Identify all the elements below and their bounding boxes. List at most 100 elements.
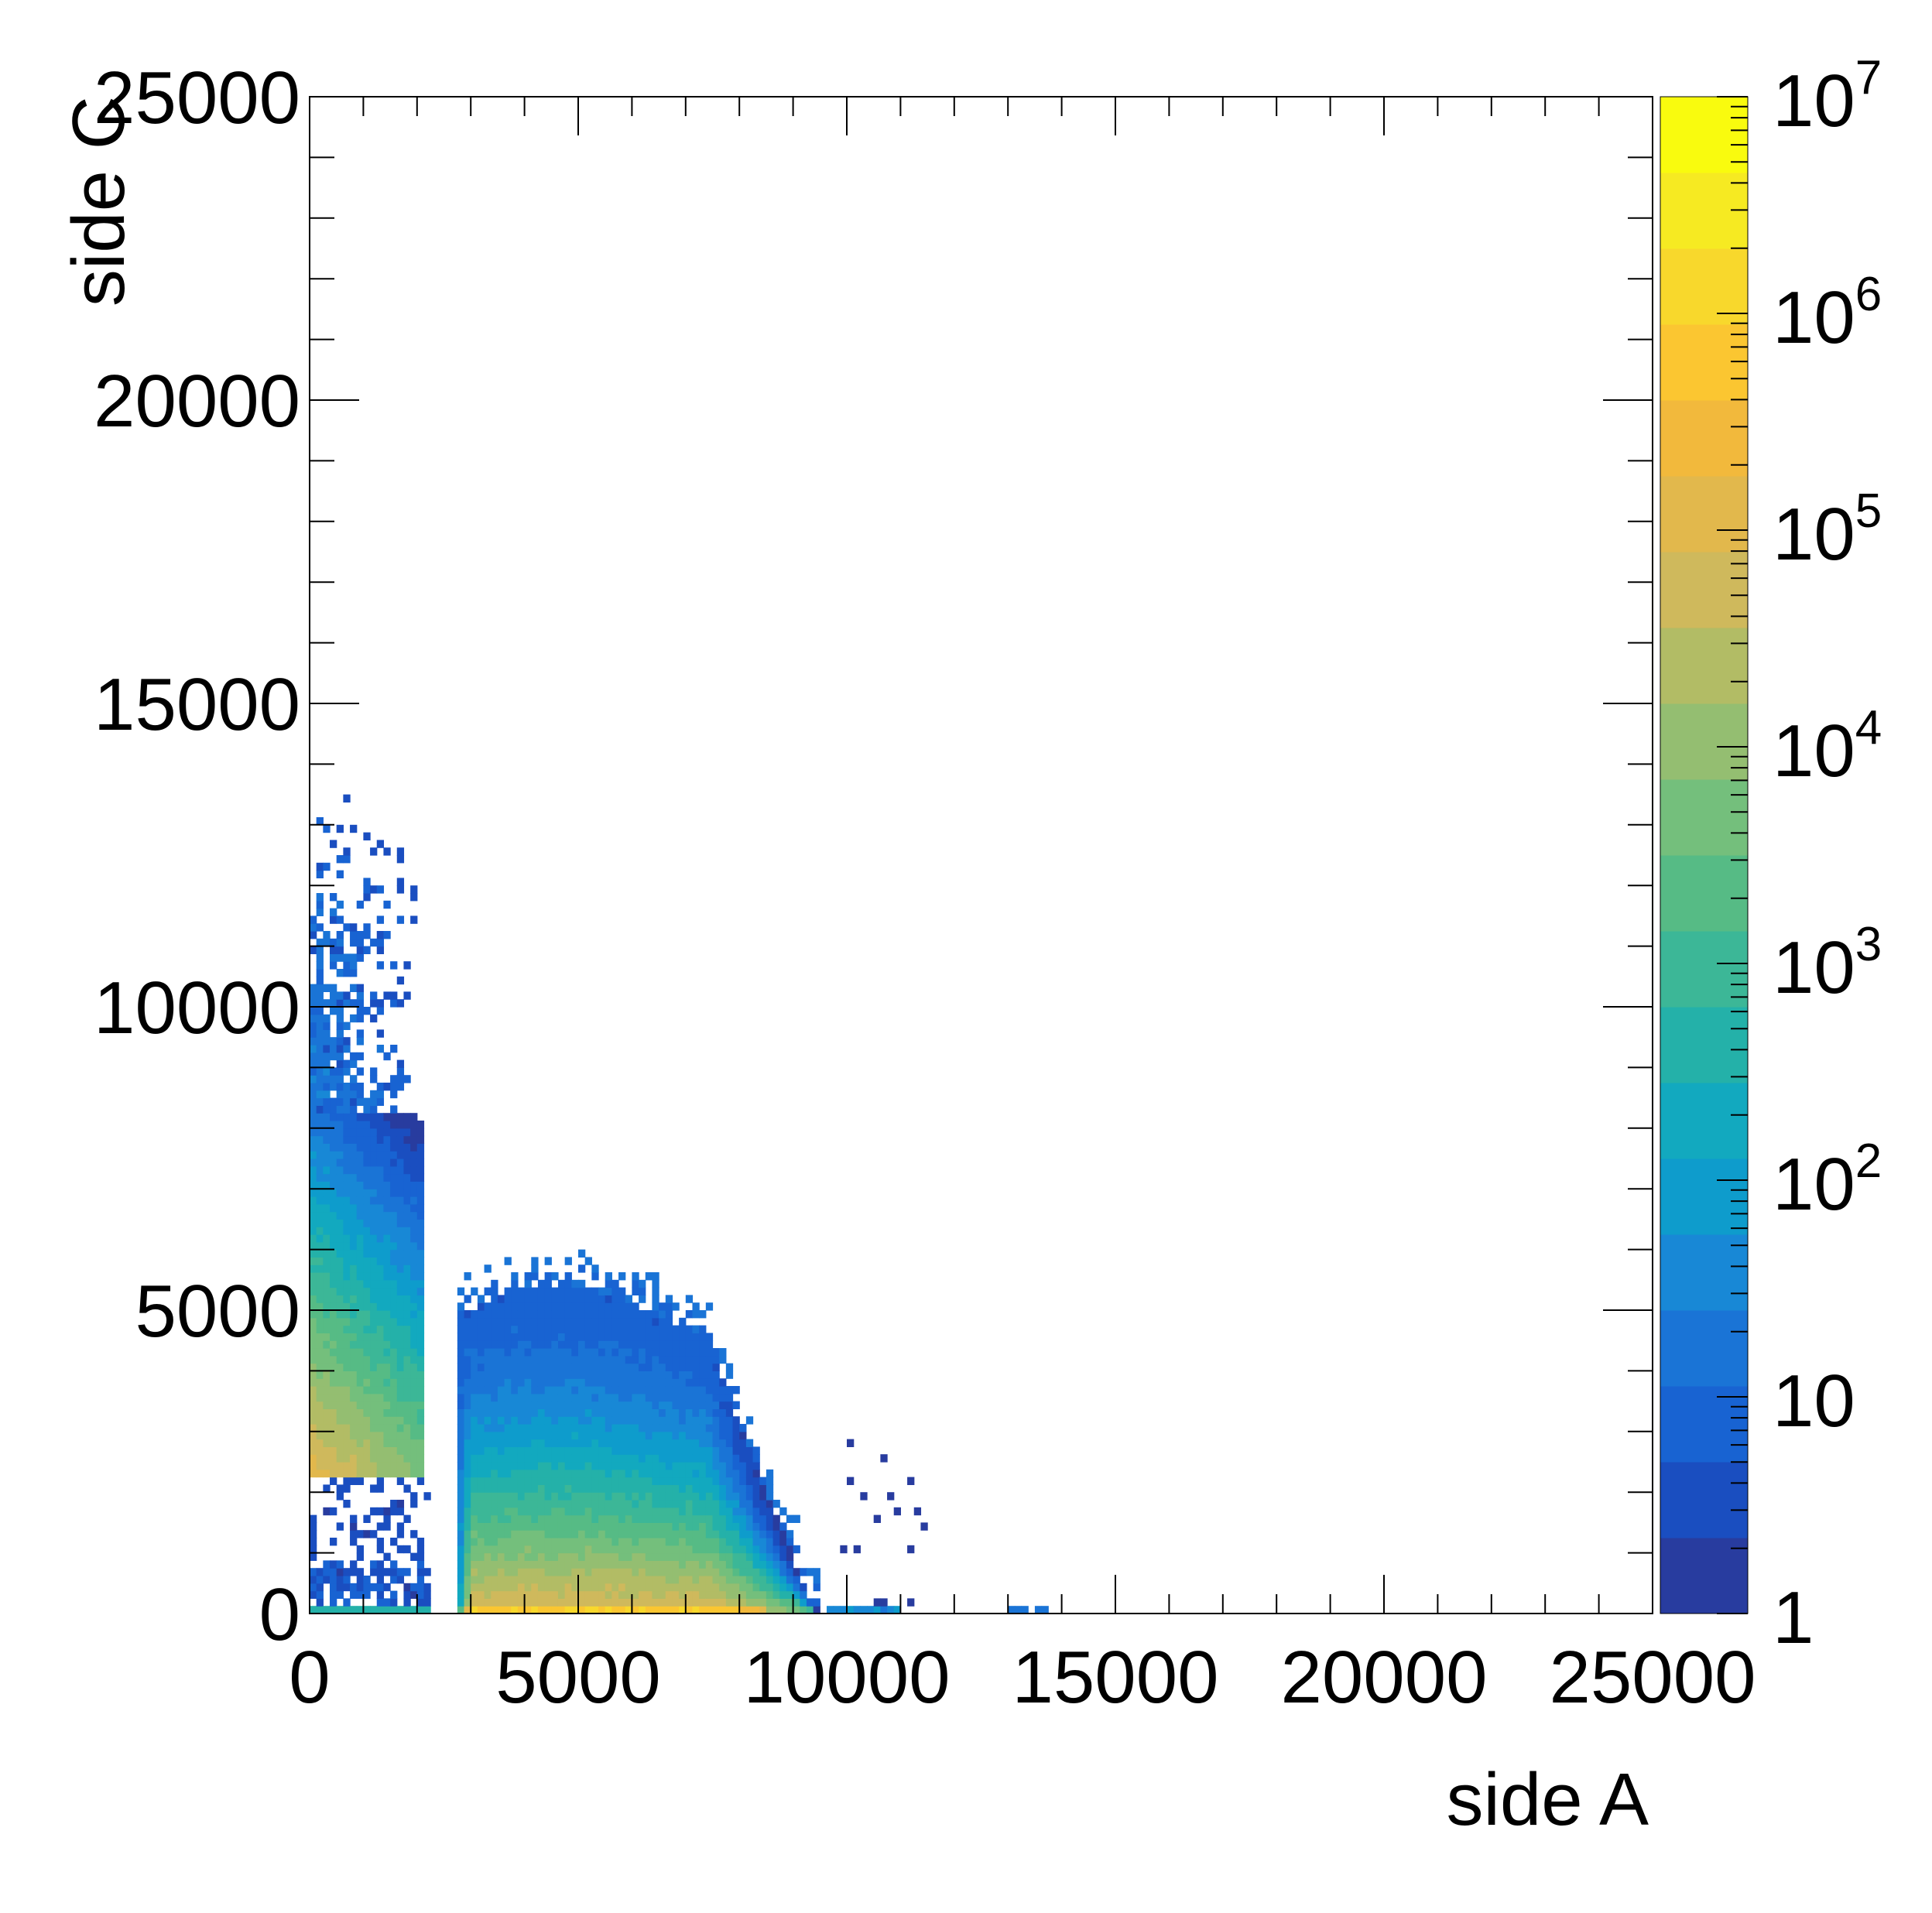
heatmap-cell <box>363 1363 371 1371</box>
heatmap-cell <box>336 953 344 962</box>
heatmap-cell <box>652 1446 659 1455</box>
heatmap-cell <box>578 1583 586 1592</box>
heatmap-cell <box>652 1484 659 1493</box>
heatmap-cell <box>524 1431 532 1440</box>
heatmap-cell <box>699 1348 707 1357</box>
heatmap-cell <box>537 1401 546 1409</box>
heatmap-cell <box>679 1446 687 1455</box>
heatmap-cell <box>618 1568 626 1576</box>
heatmap-cell <box>390 1454 398 1463</box>
heatmap-cell <box>887 1492 895 1501</box>
heatmap-cell <box>652 1348 659 1357</box>
heatmap-cell <box>725 1530 734 1538</box>
heatmap-cell <box>383 1234 391 1243</box>
heatmap-cell <box>343 1059 351 1068</box>
heatmap-cell <box>471 1484 478 1493</box>
heatmap-cell <box>725 1462 734 1470</box>
heatmap-cell <box>370 1219 378 1227</box>
heatmap-cell <box>584 1469 592 1478</box>
heatmap-cell <box>786 1568 794 1576</box>
heatmap-cell <box>336 1219 344 1227</box>
heatmap-cell <box>557 1340 566 1349</box>
heatmap-cell <box>598 1545 606 1554</box>
heatmap-cell <box>544 1583 552 1592</box>
heatmap-cell <box>363 1264 371 1273</box>
heatmap-cell <box>376 946 385 954</box>
heatmap-cell <box>390 1462 398 1470</box>
heatmap-cell <box>363 1355 371 1364</box>
heatmap-cell <box>611 1492 619 1501</box>
heatmap-cell <box>370 999 378 1008</box>
heatmap-cell <box>557 1333 566 1341</box>
heatmap-cell <box>410 1158 418 1167</box>
heatmap-cell <box>719 1431 727 1440</box>
heatmap-cell <box>471 1598 478 1607</box>
heatmap-cell <box>390 1469 398 1478</box>
heatmap-cell <box>343 1431 351 1440</box>
heatmap-cell <box>598 1348 606 1357</box>
heatmap-cell <box>343 1606 351 1614</box>
heatmap-cell <box>632 1317 639 1326</box>
heatmap-cell <box>370 1530 378 1538</box>
heatmap-cell <box>639 1355 646 1364</box>
heatmap-cell <box>524 1590 532 1599</box>
color-scale-segment <box>1660 779 1748 856</box>
heatmap-cell <box>491 1378 498 1387</box>
heatmap-cell <box>571 1454 579 1463</box>
heatmap-cell <box>323 1454 331 1463</box>
heatmap-cell <box>632 1424 639 1432</box>
heatmap-cell <box>491 1401 498 1409</box>
heatmap-cell <box>578 1287 586 1295</box>
heatmap-cell <box>491 1363 498 1371</box>
heatmap-cell <box>376 1598 385 1607</box>
heatmap-cell <box>813 1568 820 1576</box>
heatmap-cell <box>645 1598 653 1607</box>
heatmap-cell <box>745 1484 754 1493</box>
heatmap-cell <box>625 1507 633 1516</box>
heatmap-cell <box>403 1393 411 1402</box>
heatmap-cell <box>457 1340 465 1349</box>
heatmap-cell <box>310 1454 317 1463</box>
heatmap-cell <box>383 1568 391 1576</box>
heatmap-cell <box>343 1363 351 1371</box>
heatmap-cell <box>772 1606 780 1614</box>
heatmap-cell <box>310 1363 317 1371</box>
heatmap-cell <box>363 1401 371 1409</box>
heatmap-cell <box>356 1393 365 1402</box>
heatmap-cell <box>531 1500 539 1508</box>
heatmap-cell <box>363 1272 371 1281</box>
heatmap-cell <box>343 1325 351 1333</box>
heatmap-cell <box>343 1462 351 1470</box>
heatmap-cell <box>356 1446 365 1455</box>
heatmap-cell <box>564 1393 572 1402</box>
heatmap-cell <box>880 1598 888 1607</box>
heatmap-cell <box>464 1310 471 1319</box>
heatmap-cell <box>336 1173 344 1182</box>
heatmap-cell <box>578 1446 586 1455</box>
heatmap-cell <box>544 1401 552 1409</box>
heatmap-cell <box>739 1514 747 1523</box>
heatmap-cell <box>679 1484 687 1493</box>
heatmap-cell <box>310 1173 317 1182</box>
heatmap-cell <box>350 999 358 1008</box>
heatmap-cell <box>571 1424 579 1432</box>
heatmap-cell <box>611 1500 619 1508</box>
heatmap-cell <box>410 1439 418 1447</box>
heatmap-cell <box>336 1287 344 1295</box>
heatmap-cell <box>531 1371 539 1379</box>
heatmap-cell <box>531 1507 539 1516</box>
heatmap-cell <box>457 1590 465 1599</box>
heatmap-cell <box>497 1431 505 1440</box>
heatmap-cell <box>457 1310 465 1319</box>
heatmap-cell <box>336 1522 344 1531</box>
heatmap-cell <box>705 1560 714 1569</box>
heatmap-cell <box>484 1317 492 1326</box>
heatmap-cell <box>571 1514 579 1523</box>
heatmap-cell <box>611 1317 619 1326</box>
heatmap-cell <box>403 1583 411 1592</box>
heatmap-cell <box>403 1165 411 1175</box>
heatmap-cell <box>679 1538 687 1546</box>
heatmap-cell <box>564 1333 572 1341</box>
heatmap-cell <box>672 1446 680 1455</box>
heatmap-cell <box>370 1203 378 1213</box>
